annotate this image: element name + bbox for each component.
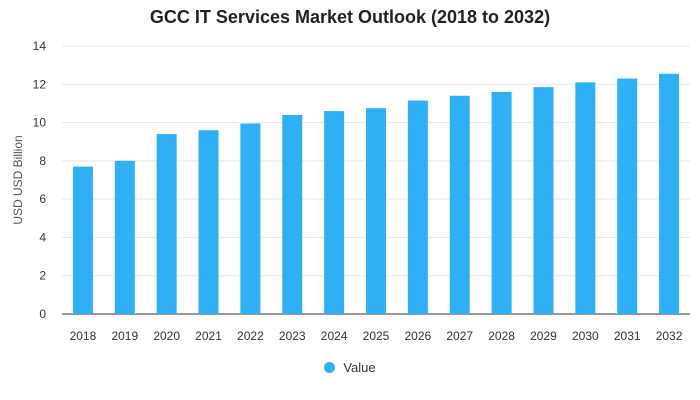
x-tick-label: 2024 <box>321 329 348 343</box>
x-tick-label: 2022 <box>237 329 264 343</box>
x-tick-label: 2025 <box>363 329 390 343</box>
legend[interactable]: Value <box>0 360 700 375</box>
y-tick-label: 14 <box>33 39 47 53</box>
y-axis-label: USD USD Billion <box>11 135 25 224</box>
x-tick-label: 2019 <box>111 329 138 343</box>
x-tick-label: 2032 <box>656 329 683 343</box>
bar <box>366 108 386 314</box>
x-tick-label: 2031 <box>614 329 641 343</box>
x-tick-label: 2027 <box>446 329 473 343</box>
x-tick-label: 2018 <box>70 329 97 343</box>
y-tick-label: 4 <box>39 230 46 244</box>
legend-swatch-value <box>324 362 336 373</box>
y-tick-label: 10 <box>33 116 47 130</box>
y-tick-label: 0 <box>39 307 46 321</box>
bar <box>575 82 596 314</box>
y-tick-label: 2 <box>39 269 46 283</box>
bar <box>407 100 428 314</box>
bar <box>114 160 135 314</box>
chart-title: GCC IT Services Market Outlook (2018 to … <box>149 7 551 27</box>
x-tick-label: 2021 <box>195 329 222 343</box>
bar <box>617 78 638 315</box>
y-tick-label: 12 <box>33 77 47 91</box>
bar <box>659 73 680 314</box>
bar <box>240 123 261 315</box>
x-tick-label: 2028 <box>488 329 515 343</box>
y-tick-label: 8 <box>39 154 46 168</box>
x-tick-label: 2029 <box>530 329 557 343</box>
bar <box>156 134 177 314</box>
bar <box>533 87 554 315</box>
bar <box>198 130 219 314</box>
bar <box>72 166 93 314</box>
bar <box>324 111 345 314</box>
y-tick-label: 6 <box>39 192 46 206</box>
bar <box>282 114 303 315</box>
x-tick-label: 2026 <box>405 329 432 343</box>
x-tick-label: 2030 <box>572 329 599 343</box>
x-tick-label: 2020 <box>153 329 180 343</box>
x-tick-label: 2023 <box>279 329 306 343</box>
bar <box>491 91 512 314</box>
bar <box>449 95 470 315</box>
legend-label-value: Value <box>343 360 376 375</box>
